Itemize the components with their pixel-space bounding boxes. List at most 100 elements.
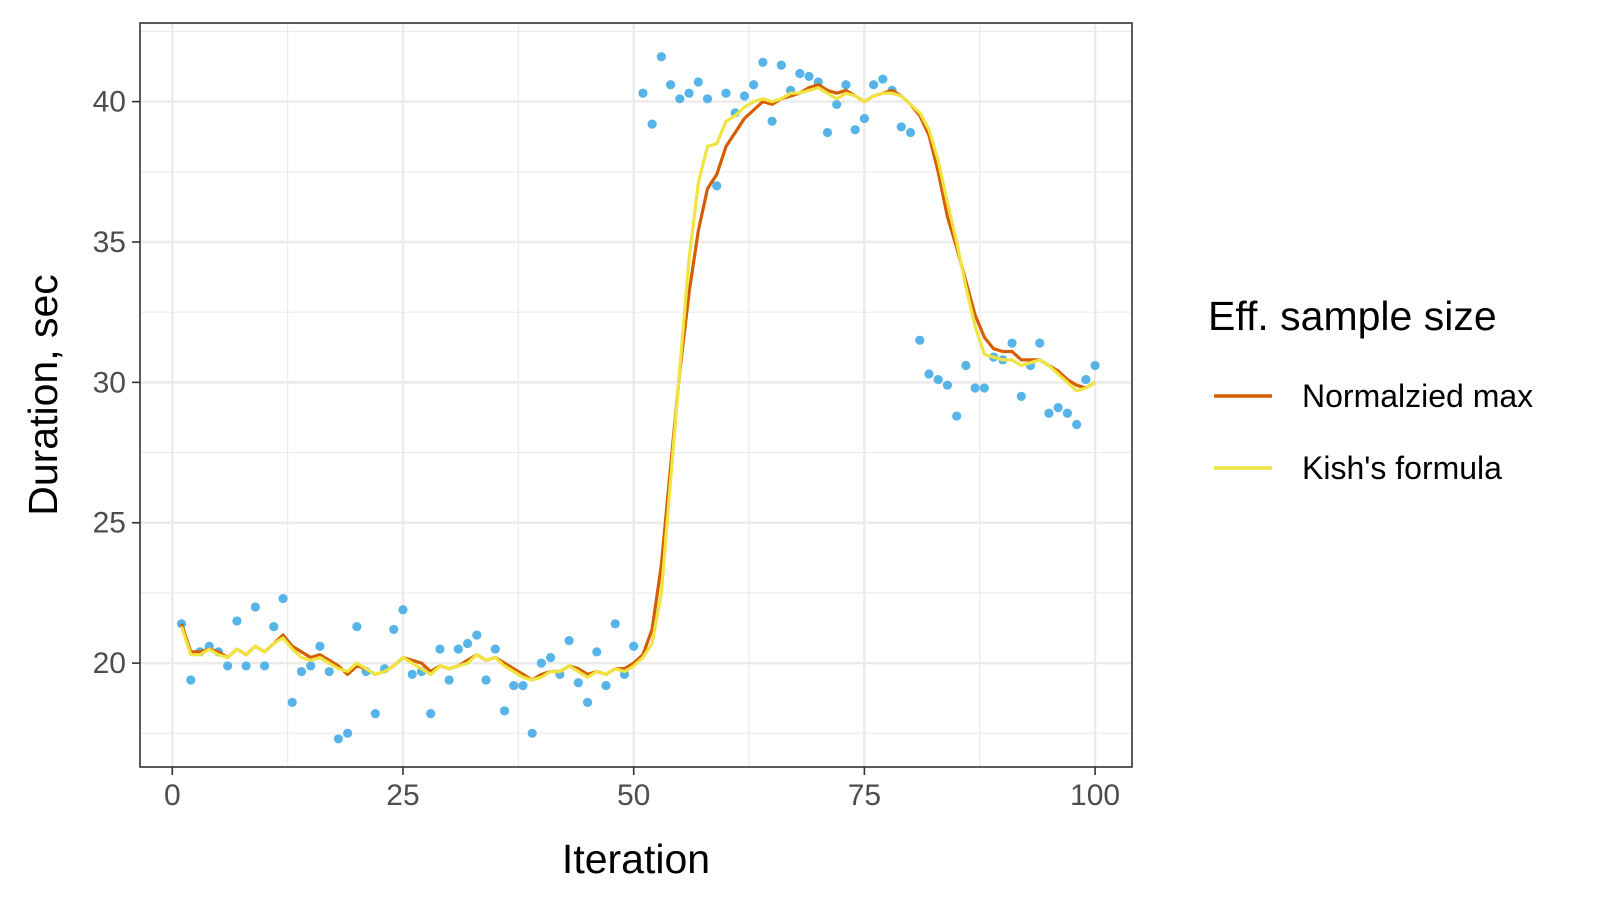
x-tick-label: 25 [386,779,419,812]
x-tick-label: 0 [164,779,181,812]
data-point [435,644,445,654]
data-point [832,99,842,110]
data-point [629,641,639,651]
data-point [905,127,916,138]
y-tick-label: 40 [93,86,126,119]
data-point [767,116,777,126]
data-point [296,666,307,677]
data-point [915,335,925,345]
data-point [582,697,593,708]
data-point [278,593,288,604]
data-point [232,616,242,626]
data-point [721,88,731,98]
data-point [223,661,233,671]
data-point [647,119,657,129]
data-point [924,369,934,379]
data-point [942,380,953,390]
data-point [389,624,399,635]
data-point [1044,408,1054,418]
legend-label-normalized-max: Normalzied max [1302,378,1533,414]
y-tick-label: 20 [93,647,126,680]
data-point [610,619,620,629]
data-point [656,52,666,62]
data-point [850,125,860,135]
data-point [315,641,325,651]
data-point [453,644,463,654]
data-point [749,80,759,90]
data-point [472,630,482,640]
axis-ticks [132,100,1096,775]
data-point [601,680,611,691]
data-point [638,88,648,98]
plot-panel-border [139,22,1133,768]
data-point [490,644,500,654]
data-point [822,127,833,138]
data-point [287,697,297,708]
data-point [481,675,491,685]
data-point [592,647,602,657]
x-axis-title: Iteration [562,836,710,882]
data-point [462,638,473,649]
data-point [712,181,722,191]
x-tick-label: 50 [617,779,650,812]
data-point [970,383,980,393]
data-point [1090,360,1100,371]
data-point [536,658,547,668]
data-point [1035,338,1045,348]
data-point [527,728,537,738]
data-point [564,636,574,646]
data-point [693,77,703,87]
data-point [1072,419,1082,430]
data-point [739,91,750,101]
major-gridlines [140,23,1132,767]
legend-title: Eff. sample size [1208,293,1497,339]
data-point [499,706,510,716]
data-point [841,80,851,90]
y-axis-title: Duration, sec [20,274,66,516]
data-point [518,680,528,691]
data-point [407,669,417,679]
data-point [952,411,962,421]
data-point [444,675,454,685]
data-point [509,680,519,691]
data-point [370,709,380,719]
legend-label-kish-formula: Kish's formula [1302,450,1502,486]
data-point [398,605,408,615]
data-point [1062,408,1073,418]
data-point [666,80,676,90]
data-point [758,57,768,67]
data-layer [176,52,1100,744]
data-point [896,122,906,132]
data-point [878,74,888,84]
data-point [426,709,436,719]
data-point [675,94,685,104]
data-point [1007,338,1017,348]
x-tick-label: 100 [1070,779,1120,812]
series-line-kish-formula [179,86,1096,682]
data-point [343,728,353,738]
y-tick-label: 35 [93,226,126,259]
data-point [869,80,879,90]
data-point [1016,391,1026,402]
data-point [333,734,343,744]
data-point [859,113,869,124]
data-point [961,360,971,371]
data-point [979,383,989,393]
data-point [573,678,583,688]
data-point [259,661,270,671]
legend: Eff. sample size Normalzied max Kish's f… [1208,293,1533,486]
data-point [933,374,943,385]
data-point [306,661,316,671]
data-point [1081,374,1091,385]
data-point [1053,403,1063,413]
data-point [352,622,362,632]
data-point [269,622,279,632]
data-point [186,675,196,685]
data-point [702,94,713,104]
data-point [776,60,786,70]
minor-gridlines [140,23,1132,767]
y-tick-label: 30 [93,366,126,399]
data-point [795,68,805,79]
